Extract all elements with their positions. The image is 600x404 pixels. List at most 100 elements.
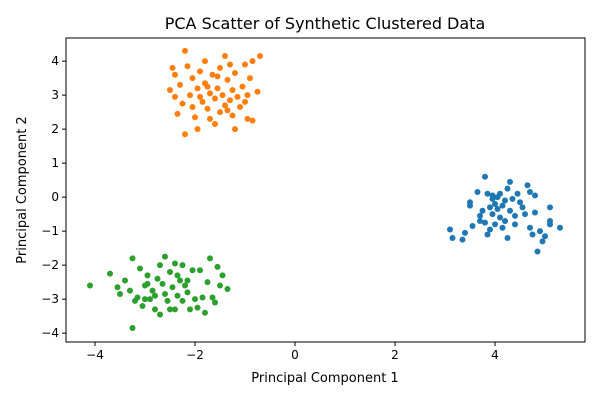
data-point-series-2 <box>182 282 188 289</box>
data-point-series-2 <box>184 277 191 284</box>
x-tick-label: 4 <box>491 348 499 362</box>
data-point-series-1 <box>174 110 181 117</box>
y-tick-label: −2 <box>41 258 59 272</box>
data-point-series-1 <box>204 83 211 90</box>
data-point-series-0 <box>522 211 528 218</box>
data-point-series-2 <box>179 297 186 304</box>
data-point-series-0 <box>497 190 503 197</box>
data-point-series-1 <box>212 121 218 128</box>
data-point-series-2 <box>207 255 213 262</box>
data-point-series-1 <box>222 53 228 60</box>
data-point-series-1 <box>242 98 248 105</box>
data-point-series-0 <box>537 228 543 235</box>
data-point-series-1 <box>212 95 218 102</box>
data-point-series-0 <box>497 214 503 221</box>
data-point-series-2 <box>117 291 123 298</box>
data-point-series-1 <box>214 85 221 92</box>
data-point-series-2 <box>217 282 223 289</box>
data-point-series-2 <box>162 253 168 260</box>
data-point-series-2 <box>174 272 181 279</box>
data-point-series-2 <box>129 325 136 332</box>
data-point-series-1 <box>224 76 231 83</box>
data-point-series-0 <box>512 221 518 228</box>
data-point-series-0 <box>514 190 521 197</box>
data-point-series-0 <box>547 204 553 211</box>
y-tick-label: 1 <box>51 156 59 170</box>
data-point-series-2 <box>209 294 216 301</box>
data-point-series-0 <box>477 217 483 224</box>
x-tick-label: 2 <box>391 348 399 362</box>
data-point-series-1 <box>187 92 193 99</box>
data-point-series-1 <box>209 71 216 78</box>
data-point-series-1 <box>189 75 196 82</box>
data-point-series-1 <box>184 63 191 70</box>
data-point-series-1 <box>207 90 213 97</box>
data-point-series-0 <box>492 221 498 228</box>
data-point-series-2 <box>142 296 148 303</box>
data-point-series-2 <box>164 297 171 304</box>
data-point-series-1 <box>197 93 203 100</box>
data-point-series-0 <box>482 219 488 226</box>
data-point-series-0 <box>527 224 533 231</box>
data-point-series-1 <box>167 87 173 94</box>
data-point-series-1 <box>202 58 208 65</box>
data-point-series-1 <box>189 104 196 111</box>
data-point-series-1 <box>194 85 201 92</box>
data-point-series-2 <box>152 306 158 313</box>
data-point-series-1 <box>192 114 198 121</box>
data-point-series-1 <box>179 100 186 107</box>
data-point-series-0 <box>532 192 538 199</box>
data-point-series-1 <box>227 61 233 68</box>
data-point-series-0 <box>492 200 498 207</box>
chart-title: PCA Scatter of Synthetic Clustered Data <box>165 14 486 33</box>
data-point-series-2 <box>179 262 186 269</box>
data-point-series-0 <box>517 199 523 206</box>
data-point-series-2 <box>167 306 173 313</box>
data-point-series-2 <box>184 289 191 296</box>
data-point-series-0 <box>547 221 553 228</box>
data-point-series-1 <box>207 115 213 122</box>
data-point-series-0 <box>449 234 456 241</box>
data-point-series-0 <box>512 212 518 219</box>
data-point-series-2 <box>172 306 178 313</box>
data-point-series-2 <box>149 287 156 294</box>
data-point-series-1 <box>242 61 248 68</box>
data-point-series-2 <box>162 291 168 298</box>
data-point-series-2 <box>224 285 231 292</box>
data-point-series-0 <box>539 238 546 245</box>
data-point-series-1 <box>257 53 263 60</box>
data-point-series-0 <box>477 212 483 219</box>
data-point-series-0 <box>532 209 538 216</box>
data-point-series-0 <box>502 217 508 224</box>
y-tick-label: 0 <box>51 190 59 204</box>
data-point-series-1 <box>172 93 178 100</box>
data-point-series-2 <box>152 292 158 299</box>
data-point-series-2 <box>212 299 218 306</box>
data-point-series-2 <box>177 277 183 284</box>
data-point-series-2 <box>172 260 178 267</box>
data-point-series-2 <box>192 296 198 303</box>
data-point-series-0 <box>504 234 511 241</box>
data-point-series-1 <box>224 107 231 114</box>
y-axis-label: Principal Component 2 <box>15 116 30 263</box>
data-point-series-2 <box>144 272 151 279</box>
data-point-series-1 <box>249 117 256 124</box>
y-tick-label: 2 <box>51 122 59 136</box>
data-point-series-2 <box>114 284 121 291</box>
data-point-series-0 <box>499 202 506 209</box>
data-point-series-0 <box>469 223 476 230</box>
data-point-series-1 <box>232 126 238 133</box>
data-point-series-0 <box>487 226 493 233</box>
data-point-series-0 <box>489 211 496 218</box>
points-layer <box>87 47 563 332</box>
data-point-series-0 <box>474 189 481 196</box>
y-tick-label: −4 <box>41 326 59 340</box>
data-point-series-0 <box>507 207 513 214</box>
data-point-series-2 <box>139 302 146 309</box>
y-tick-label: −1 <box>41 224 59 238</box>
data-point-series-0 <box>557 224 563 231</box>
data-point-series-2 <box>144 280 151 287</box>
data-point-series-2 <box>87 282 93 289</box>
data-point-series-1 <box>182 47 188 54</box>
